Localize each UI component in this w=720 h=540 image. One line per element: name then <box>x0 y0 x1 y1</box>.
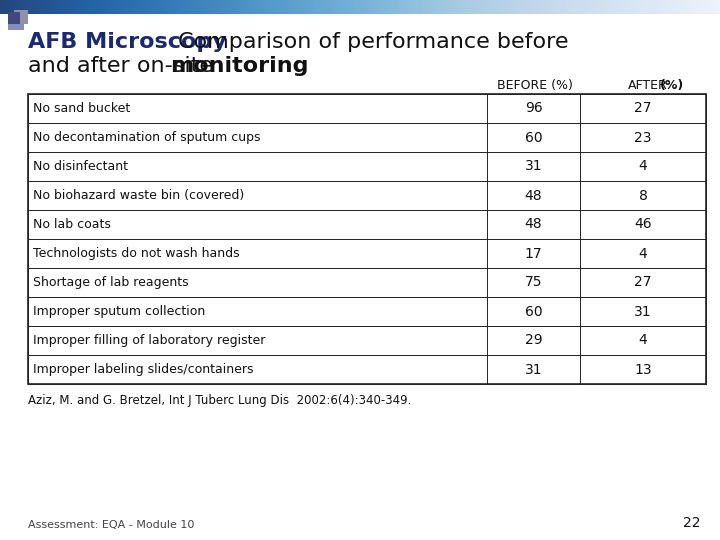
Text: Aziz, M. and G. Bretzel, Int J Tuberc Lung Dis  2002:6(4):340-349.: Aziz, M. and G. Bretzel, Int J Tuberc Lu… <box>28 394 411 407</box>
Text: No sand bucket: No sand bucket <box>33 102 130 115</box>
Bar <box>28 297 706 326</box>
Text: monitoring: monitoring <box>170 56 308 76</box>
Text: 31: 31 <box>525 362 542 376</box>
Text: 4: 4 <box>639 334 647 348</box>
Text: No lab coats: No lab coats <box>33 218 111 231</box>
Text: Improper filling of laboratory register: Improper filling of laboratory register <box>33 334 266 347</box>
Text: 27: 27 <box>634 275 652 289</box>
Bar <box>28 210 706 239</box>
Text: BEFORE (%): BEFORE (%) <box>497 79 573 92</box>
Bar <box>28 268 706 297</box>
Bar <box>28 355 706 384</box>
Bar <box>28 152 706 181</box>
Bar <box>0 0 720 14</box>
Text: Technologists do not wash hands: Technologists do not wash hands <box>33 247 240 260</box>
Text: 31: 31 <box>525 159 542 173</box>
Text: and after on-site: and after on-site <box>28 56 220 76</box>
Text: Improper labeling slides/containers: Improper labeling slides/containers <box>33 363 253 376</box>
Text: Improper sputum collection: Improper sputum collection <box>33 305 205 318</box>
Bar <box>28 123 706 152</box>
Text: 75: 75 <box>525 275 542 289</box>
Bar <box>28 94 706 123</box>
Text: 46: 46 <box>634 218 652 232</box>
Text: 48: 48 <box>525 218 542 232</box>
Text: Comparison of performance before: Comparison of performance before <box>178 32 569 52</box>
Bar <box>14 10 28 24</box>
Text: AFTER: AFTER <box>628 79 667 92</box>
Text: No biohazard waste bin (covered): No biohazard waste bin (covered) <box>33 189 244 202</box>
Text: 4: 4 <box>639 159 647 173</box>
Text: 60: 60 <box>525 305 542 319</box>
Text: 48: 48 <box>525 188 542 202</box>
Text: Assessment: EQA - Module 10: Assessment: EQA - Module 10 <box>28 520 194 530</box>
Bar <box>28 94 706 384</box>
Text: (%): (%) <box>660 79 684 92</box>
Text: 96: 96 <box>525 102 542 116</box>
Text: 13: 13 <box>634 362 652 376</box>
Text: 17: 17 <box>525 246 542 260</box>
Bar <box>28 326 706 355</box>
Bar <box>28 181 706 210</box>
Text: 31: 31 <box>634 305 652 319</box>
Text: No disinfectant: No disinfectant <box>33 160 128 173</box>
Text: 60: 60 <box>525 131 542 145</box>
Text: AFB Microscopy: AFB Microscopy <box>28 32 227 52</box>
Text: Shortage of lab reagents: Shortage of lab reagents <box>33 276 189 289</box>
Bar <box>28 239 706 268</box>
Text: 4: 4 <box>639 246 647 260</box>
Text: 8: 8 <box>639 188 647 202</box>
Bar <box>8 12 20 24</box>
Bar <box>8 14 24 30</box>
Text: 27: 27 <box>634 102 652 116</box>
Text: 23: 23 <box>634 131 652 145</box>
Text: No decontamination of sputum cups: No decontamination of sputum cups <box>33 131 261 144</box>
Text: 22: 22 <box>683 516 700 530</box>
Text: 29: 29 <box>525 334 542 348</box>
